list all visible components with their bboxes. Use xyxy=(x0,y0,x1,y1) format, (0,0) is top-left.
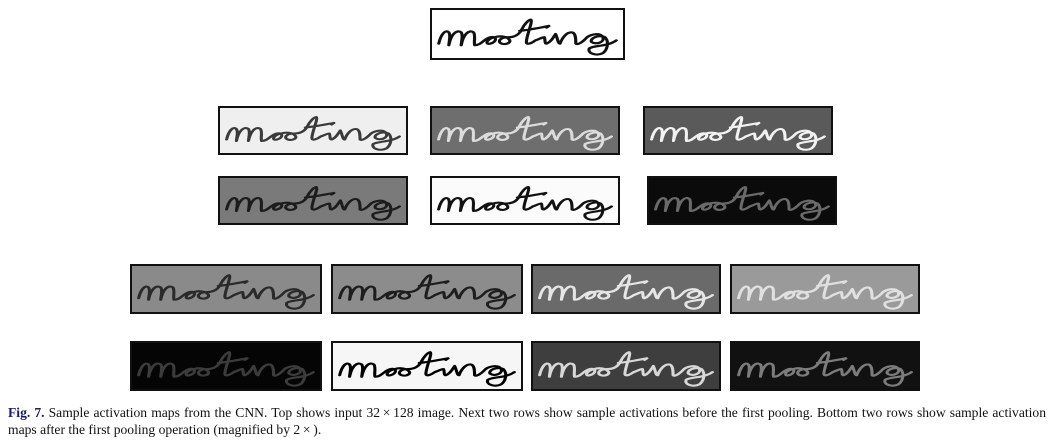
handwriting-word xyxy=(737,274,913,310)
handwriting-stroke xyxy=(437,115,613,151)
handwriting-dot xyxy=(243,280,249,284)
pre-pool-activation-4 xyxy=(218,176,408,225)
handwriting-stroke xyxy=(137,274,315,310)
handwriting-dot xyxy=(444,357,450,361)
handwriting-word xyxy=(437,185,613,221)
post-pool-activation-2 xyxy=(331,264,523,314)
post-pool-activation-3 xyxy=(531,264,721,314)
handwriting-dot xyxy=(330,191,336,196)
handwriting-word xyxy=(737,351,913,387)
handwriting-stroke xyxy=(338,351,516,387)
handwriting-dot xyxy=(444,280,450,284)
handwriting-stroke xyxy=(437,18,618,56)
handwriting-stroke xyxy=(538,351,714,387)
handwriting-stroke xyxy=(225,115,401,151)
handwriting-dot xyxy=(842,357,848,361)
handwriting-stroke xyxy=(654,185,830,221)
handwriting-dot xyxy=(545,24,551,29)
handwriting-dot xyxy=(643,280,649,284)
handwriting-dot xyxy=(643,357,649,361)
handwriting-dot xyxy=(542,121,548,126)
pre-pool-activation-3 xyxy=(643,106,833,155)
handwriting-dot xyxy=(542,191,548,196)
handwriting-stroke xyxy=(137,351,315,387)
handwriting-word xyxy=(437,115,613,151)
handwriting-word xyxy=(650,115,826,151)
handwriting-stroke xyxy=(338,274,516,310)
post-pool-activation-1 xyxy=(130,264,322,314)
post-pool-activation-6 xyxy=(331,341,523,391)
handwriting-word xyxy=(538,274,714,310)
figure-label: Fig. 7. xyxy=(8,405,45,420)
pre-pool-activation-6 xyxy=(647,176,837,225)
handwriting-dot xyxy=(330,121,336,126)
handwriting-word xyxy=(338,274,516,310)
handwriting-word xyxy=(225,115,401,151)
post-pool-activation-5 xyxy=(130,341,322,391)
figure-caption-text: Sample activation maps from the CNN. Top… xyxy=(8,405,1047,437)
handwriting-stroke xyxy=(737,274,913,310)
handwriting-dot xyxy=(755,121,761,126)
handwriting-stroke xyxy=(650,115,826,151)
handwriting-word xyxy=(654,185,830,221)
pre-pool-activation-2 xyxy=(430,106,620,155)
pre-pool-activation-1 xyxy=(218,106,408,155)
handwriting-stroke xyxy=(538,274,714,310)
handwriting-word xyxy=(437,18,618,56)
handwriting-word xyxy=(225,185,401,221)
input-image xyxy=(430,8,625,60)
handwriting-word xyxy=(137,274,315,310)
pre-pool-activation-5 xyxy=(430,176,620,225)
handwriting-dot xyxy=(759,191,765,196)
post-pool-activation-8 xyxy=(730,341,920,391)
handwriting-stroke xyxy=(225,185,401,221)
handwriting-dot xyxy=(842,280,848,284)
figure-caption: Fig. 7. Sample activation maps from the C… xyxy=(8,404,1046,438)
handwriting-word xyxy=(338,351,516,387)
handwriting-stroke xyxy=(437,185,613,221)
handwriting-dot xyxy=(243,357,249,361)
handwriting-stroke xyxy=(737,351,913,387)
handwriting-word xyxy=(137,351,315,387)
handwriting-word xyxy=(538,351,714,387)
post-pool-activation-7 xyxy=(531,341,721,391)
post-pool-activation-4 xyxy=(730,264,920,314)
